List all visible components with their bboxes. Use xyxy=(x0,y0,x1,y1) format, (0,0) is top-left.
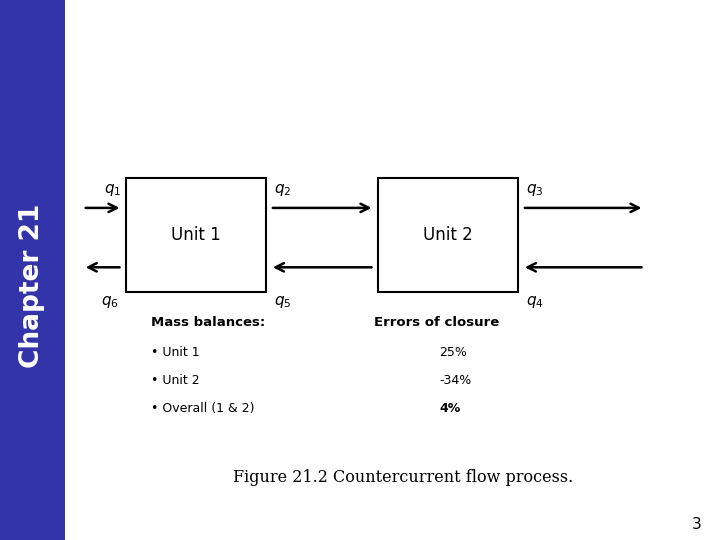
Text: $q_{6}$: $q_{6}$ xyxy=(101,294,119,310)
Text: Mass balances:: Mass balances: xyxy=(151,316,266,329)
Text: 3: 3 xyxy=(692,517,702,532)
Text: $q_{1}$: $q_{1}$ xyxy=(104,182,122,198)
Text: $q_{2}$: $q_{2}$ xyxy=(274,182,291,198)
Text: $q_{3}$: $q_{3}$ xyxy=(526,182,543,198)
Text: Chapter 21: Chapter 21 xyxy=(19,204,45,368)
Text: Unit 2: Unit 2 xyxy=(423,226,473,244)
Text: 4%: 4% xyxy=(439,402,461,415)
Text: Errors of closure: Errors of closure xyxy=(374,316,500,329)
Text: 25%: 25% xyxy=(439,346,467,359)
Text: $q_{5}$: $q_{5}$ xyxy=(274,294,291,310)
Text: • Overall (1 & 2): • Overall (1 & 2) xyxy=(151,402,255,415)
Text: $q_{4}$: $q_{4}$ xyxy=(526,294,544,310)
Text: Figure 21.2 Countercurrent flow process.: Figure 21.2 Countercurrent flow process. xyxy=(233,469,573,486)
Bar xyxy=(0,0,65,540)
Bar xyxy=(378,178,518,292)
Text: • Unit 2: • Unit 2 xyxy=(151,374,200,387)
Text: -34%: -34% xyxy=(439,374,472,387)
Text: • Unit 1: • Unit 1 xyxy=(151,346,200,359)
Text: Unit 1: Unit 1 xyxy=(171,226,221,244)
Bar xyxy=(126,178,266,292)
